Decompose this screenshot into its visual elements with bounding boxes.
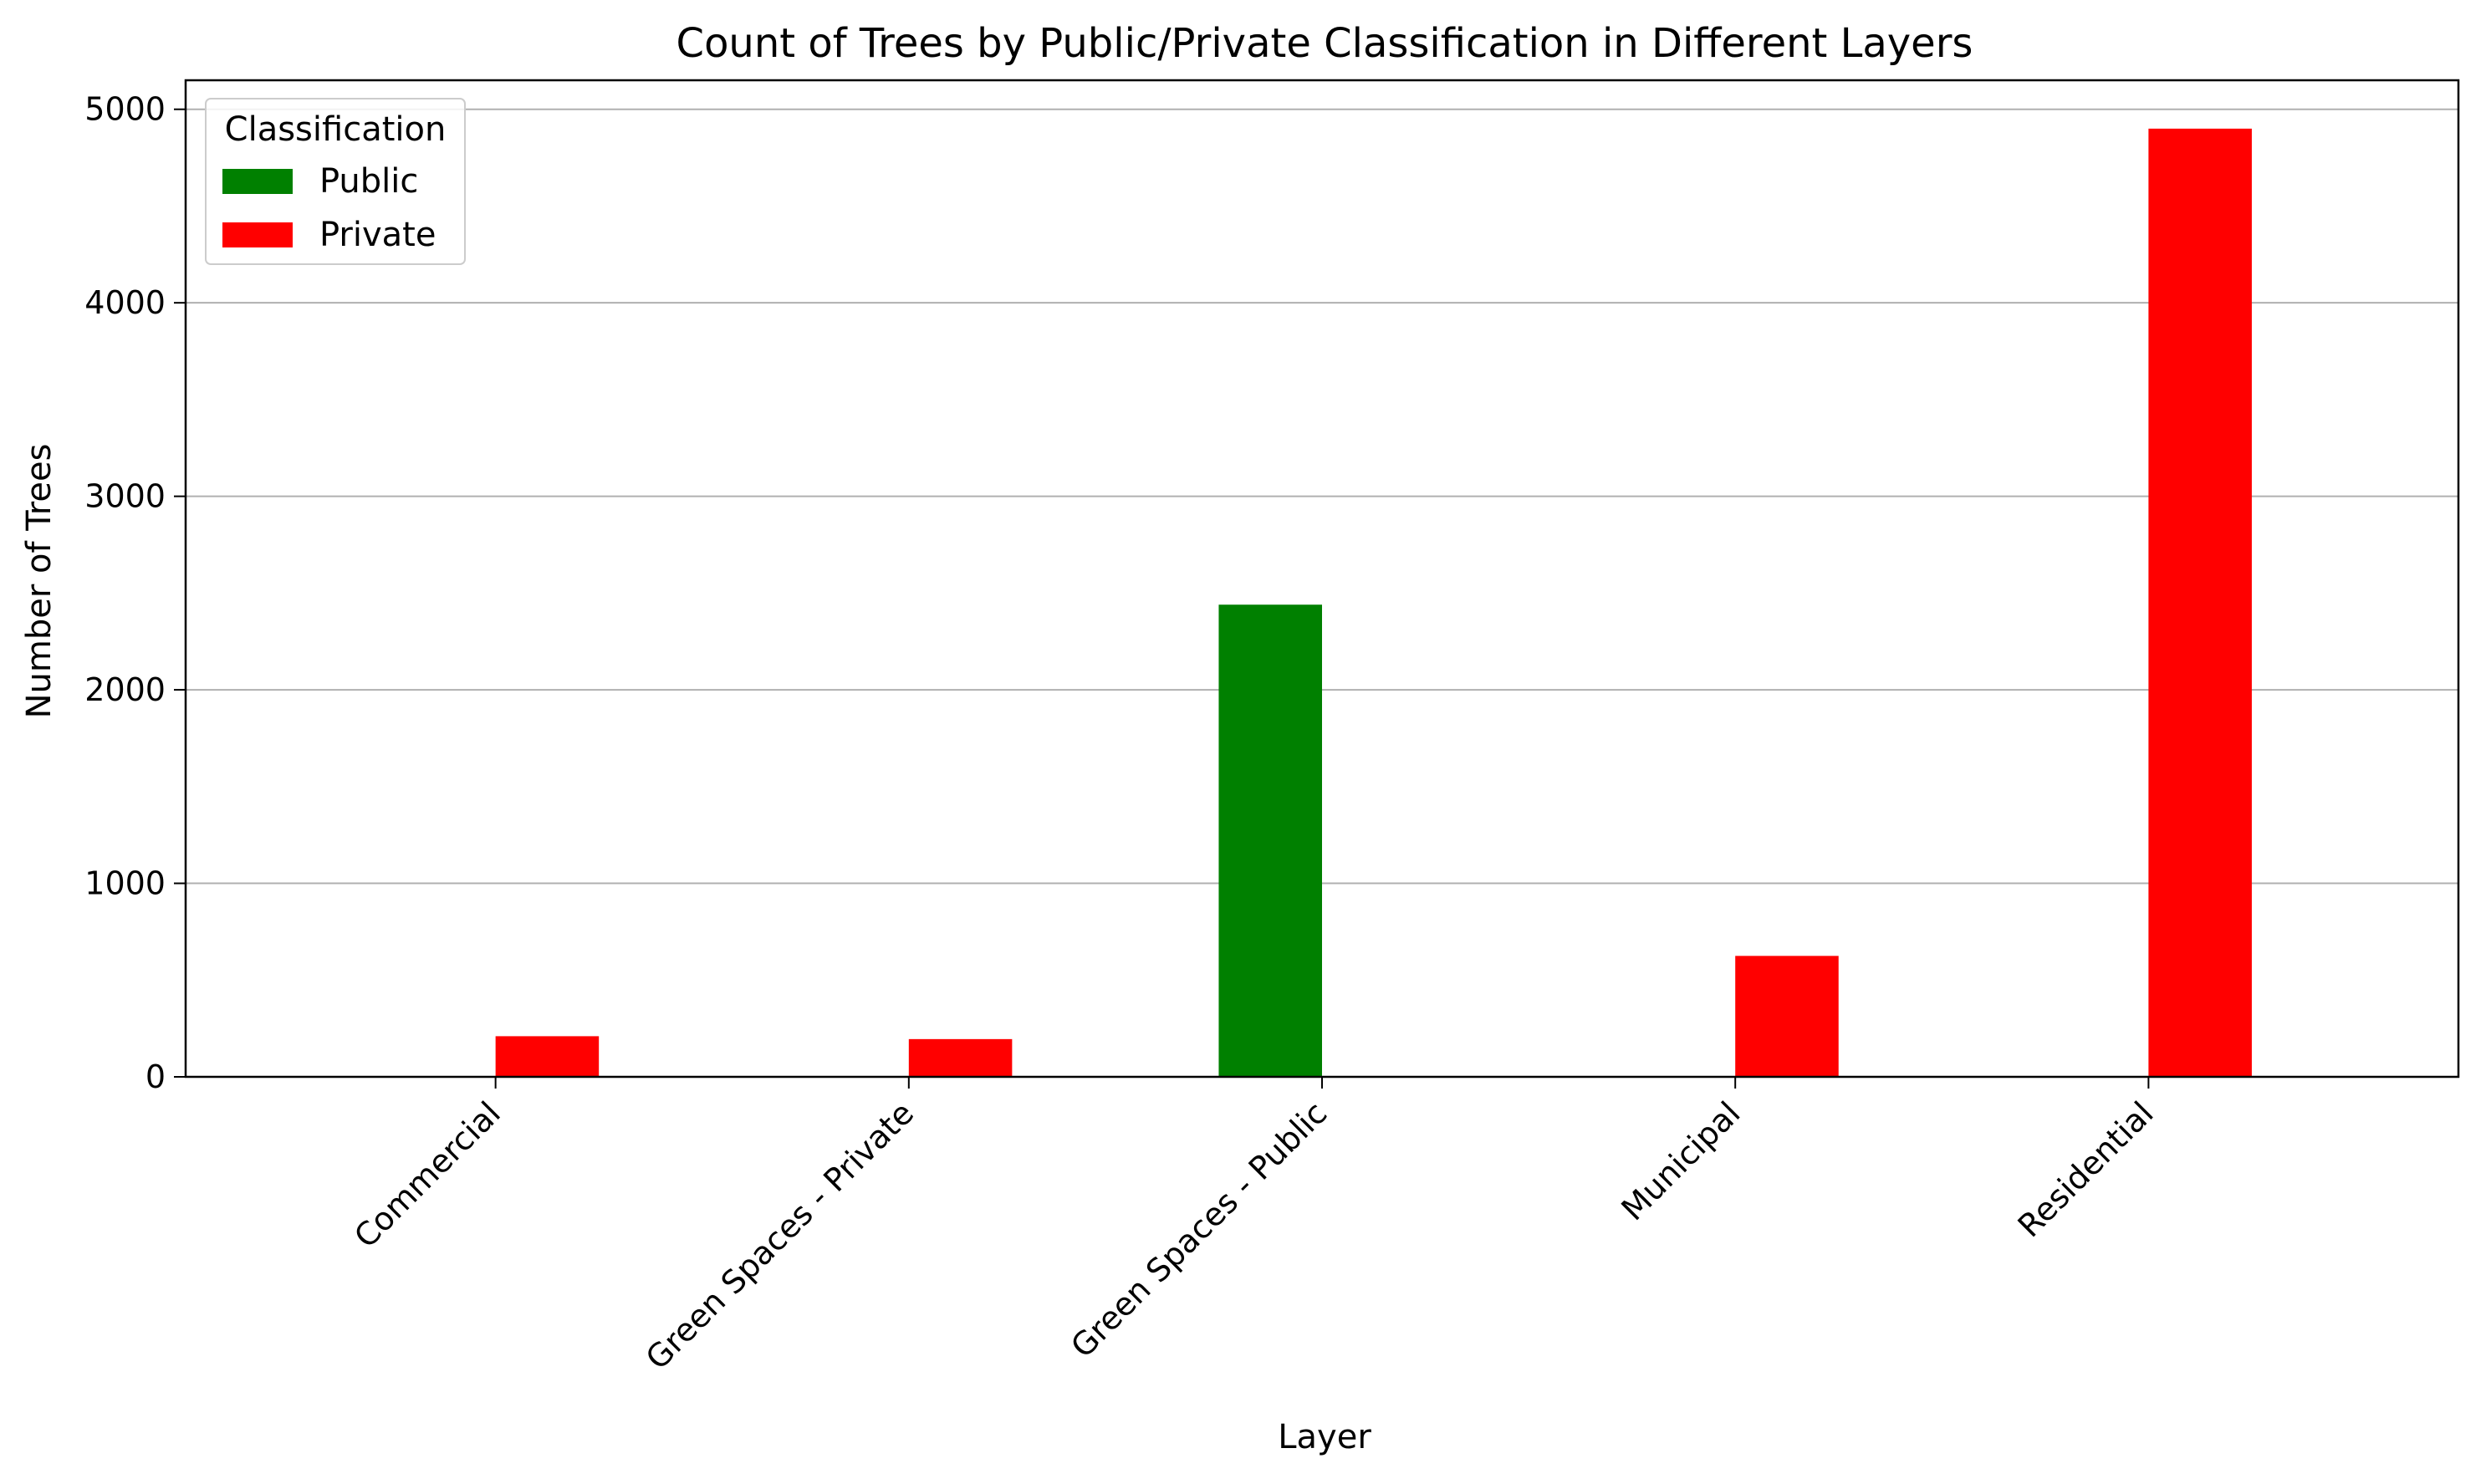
legend-swatch-public: [222, 169, 293, 194]
bar-private-4: [2148, 128, 2252, 1078]
x-tick-label-4: Residential: [2011, 1094, 2161, 1244]
y-tick-label-4: 4000: [84, 284, 166, 321]
legend-title: Classification: [225, 110, 447, 149]
x-tick-label-2: Green Spaces - Public: [1064, 1094, 1334, 1364]
y-tick-label-1: 1000: [84, 865, 166, 902]
bar-private-1: [908, 1038, 1013, 1077]
bar-public-2: [1218, 604, 1322, 1077]
y-tick-label-5: 5000: [84, 91, 166, 128]
axes: [174, 79, 2460, 1089]
x-tick-label-1: Green Spaces - Private: [639, 1094, 921, 1376]
y-tick-label-0: 0: [145, 1058, 166, 1095]
bar-private-3: [1735, 956, 1839, 1077]
y-tick-label-3: 3000: [84, 478, 166, 515]
x-axis-label: Layer: [1278, 1418, 1371, 1456]
y-axis-label: Number of Trees: [20, 444, 59, 719]
legend: Classification Public Private: [205, 98, 466, 265]
chart-title: Count of Trees by Public/Private Classif…: [676, 20, 1973, 67]
y-tick-label-2: 2000: [84, 671, 166, 708]
legend-label-private: Private: [319, 216, 436, 254]
x-tick-label-0: Commercial: [347, 1094, 508, 1255]
x-tick-label-3: Municipal: [1614, 1094, 1747, 1227]
tick-labels: 0 1000 2000 3000 4000 5000 Commercial Green Spa…: [84, 91, 2160, 1377]
bars: [495, 128, 2252, 1078]
legend-swatch-private: [222, 222, 293, 247]
legend-label-public: Public: [319, 162, 418, 201]
bar-private-0: [495, 1036, 600, 1077]
